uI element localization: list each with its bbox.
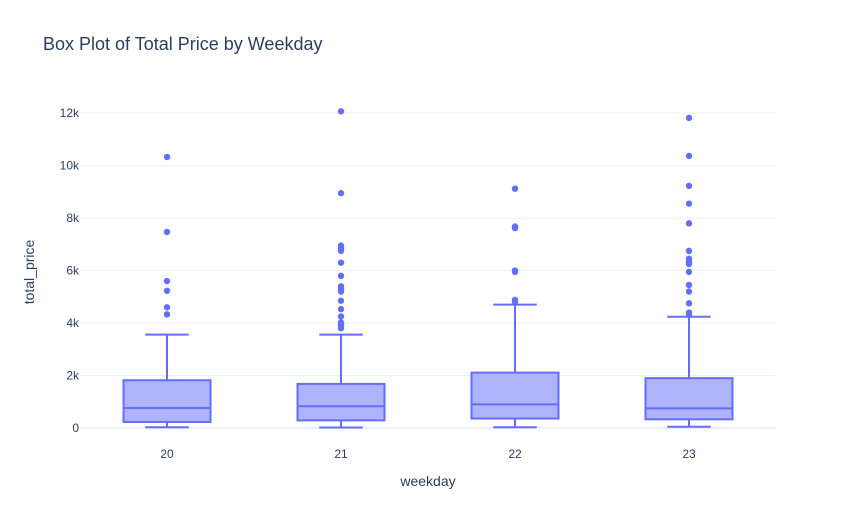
y-axis-ticks: 0 2k 4k 6k 8k 10k 12k [60,106,80,435]
outlier-point [337,297,345,304]
y-tick-label: 2k [66,369,80,383]
outlier-point [163,277,171,285]
x-tick-label: 21 [334,447,348,461]
outlier-point [163,228,171,236]
outlier-point [337,272,345,280]
outlier-point [337,189,345,197]
outlier-point [163,287,171,294]
iqr-box [470,371,560,420]
outlier-point [511,267,519,274]
outlier-point [511,185,519,192]
y-tick-label: 4k [66,316,80,330]
outlier-point [163,153,171,161]
y-axis-title: total_price [21,239,37,304]
x-tick-label: 22 [508,447,522,461]
outlier-point [685,114,693,122]
outlier-point [163,311,171,318]
outlier-point [337,305,345,313]
x-tick-label: 23 [682,447,696,461]
y-tick-label: 6k [66,264,80,278]
x-axis-title: weekday [399,473,455,489]
outlier-point [337,313,345,320]
outlier-point [685,281,693,289]
x-axis-ticks: 20 21 22 23 [160,447,696,461]
outlier-point [337,242,345,249]
outlier-point [685,268,693,276]
outlier-point [685,309,693,316]
y-tick-label: 8k [66,211,80,225]
outlier-point [511,223,519,230]
outlier-point [685,300,693,307]
gridlines [80,112,776,429]
outlier-point [685,152,693,160]
iqr-box [296,382,386,422]
box-20 [122,153,212,429]
outlier-point [685,255,693,262]
outlier-point [685,288,693,295]
box-23 [644,114,734,428]
outlier-point [337,259,345,266]
box-21 [296,108,386,429]
chart-title: Box Plot of Total Price by Weekday [43,34,322,54]
outlier-point [511,296,519,304]
boxes [122,108,734,429]
outlier-point [163,304,171,311]
outlier-point [685,182,693,190]
box-22 [470,185,560,429]
outlier-point [685,200,693,207]
y-tick-label: 12k [60,106,80,120]
outlier-point [337,108,345,115]
y-tick-label: 10k [60,159,80,173]
iqr-box [644,377,734,421]
x-tick-label: 20 [160,447,174,461]
y-tick-label: 0 [72,421,79,435]
outlier-point [685,220,693,227]
iqr-box [122,379,212,423]
outlier-point [337,319,345,326]
outlier-point [337,283,345,290]
outlier-point [685,247,693,255]
